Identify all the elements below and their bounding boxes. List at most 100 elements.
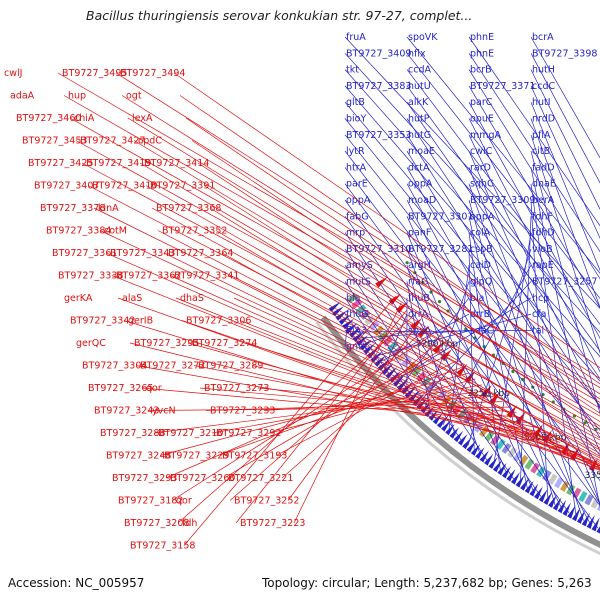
forward-gene-label: spoVK [408, 32, 438, 43]
forward-gene-arrow [359, 339, 372, 351]
label-leader-line [530, 69, 600, 210]
forward-gene-label: BT9727_3371 [470, 81, 535, 92]
label-leader-line [197, 162, 600, 427]
reverse-gene-label: BT9727_3364 [168, 248, 233, 259]
forward-gene-arrow [576, 510, 586, 524]
reverse-gene-label: BT9727_3304 [82, 361, 147, 372]
label-leader-line [171, 335, 431, 501]
label-leader-line [173, 72, 600, 369]
forward-gene-arrow [515, 474, 525, 488]
annotation-block [355, 304, 367, 315]
reverse-gene-label: BT9727_3182 [118, 496, 183, 507]
annotation-block [566, 484, 576, 496]
forward-gene-arrow [586, 514, 595, 529]
label-leader-line [135, 365, 553, 439]
forward-gene-label: pflA [532, 130, 551, 141]
label-leader-line [424, 281, 470, 409]
label-leader-line [530, 85, 600, 239]
label-leader-line [159, 372, 469, 456]
label-leader-line [141, 387, 531, 424]
label-leader-line [235, 309, 408, 524]
reverse-gene-label: BT9727_3494 [120, 68, 185, 79]
annotation-block [554, 477, 564, 489]
label-leader-line [221, 252, 600, 463]
forward-gene-label: fadD [532, 162, 555, 173]
label-leader-line [229, 329, 425, 501]
forward-gene-label: alkK [408, 97, 429, 108]
forward-gene-label: vioB [532, 244, 553, 255]
forward-gene-label: hflx [408, 48, 426, 59]
tick-dot [446, 309, 450, 313]
reverse-gene-label: BT9727_3272 [140, 361, 205, 372]
genome-backbone [320, 315, 600, 548]
forward-gene-arrow [529, 483, 539, 497]
reverse-gene-label: BT9727_3158 [130, 541, 195, 552]
forward-gene-arrow [557, 499, 567, 514]
label-leader-line [373, 313, 532, 358]
forward-gene-arrow [466, 440, 476, 453]
forward-gene-arrow [416, 399, 427, 410]
forward-gene-label: hcp [532, 293, 549, 304]
annotation-block [524, 458, 535, 470]
label-leader-line [530, 199, 549, 501]
label-leader-line [123, 320, 599, 466]
reverse-gene-label: BT9727_3265 [88, 383, 153, 394]
forward-gene-label: citB [532, 146, 550, 157]
forward-gene-arrow [488, 456, 498, 469]
reverse-gene-label: BT9727_3391 [150, 181, 215, 192]
forward-gene-label: phnE [470, 48, 494, 59]
tick-dot [421, 280, 425, 285]
reverse-gene-label: BT9727_3495 [62, 68, 127, 79]
label-leader-line [147, 406, 510, 411]
forward-gene-arrow [492, 459, 503, 473]
tick-dot [583, 421, 587, 425]
label-leader-line [406, 216, 535, 493]
forward-gene-label: cspB [470, 244, 493, 255]
tick-ring [405, 261, 598, 431]
ruler-label: 3350 kbp [585, 471, 600, 481]
label-leader-line [153, 390, 489, 434]
forward-gene-label: phnE [470, 32, 494, 43]
reverse-gene-label: qor [176, 496, 192, 507]
label-leader-line [468, 183, 584, 521]
label-leader-line [287, 322, 419, 501]
reverse-gene-label: hup [68, 91, 86, 102]
label-leader-line [344, 118, 600, 431]
forward-gene-label: glpQ [470, 277, 492, 288]
forward-gene-arrow [483, 453, 494, 466]
label-leader-line [191, 140, 600, 414]
label-leader-line [181, 320, 591, 462]
label-leader-line [530, 102, 600, 272]
forward-gene-label: hutU [408, 81, 431, 92]
forward-gene-label: fdhD [532, 228, 555, 239]
reverse-gene-arrow [440, 349, 452, 362]
reverse-gene-label: BT9727_3273 [204, 383, 269, 394]
forward-gene-label: BT9727_3310 [346, 244, 411, 255]
forward-gene-label: hutI [532, 97, 551, 108]
forward-gene-label: mmgA [470, 130, 502, 141]
label-leader-line [468, 167, 600, 505]
label-leader-line [203, 185, 600, 439]
reverse-gene-label: chiA [74, 113, 95, 124]
reverse-gene-label: BT9727_3193 [222, 451, 287, 462]
label-leader-line [530, 36, 600, 159]
label-leader-line [467, 248, 532, 446]
forward-gene-label: ccdC [532, 81, 555, 92]
label-leader-line [185, 117, 600, 400]
label-leader-line [468, 102, 600, 339]
forward-gene-label: bla [346, 293, 361, 304]
label-leader-line [344, 150, 600, 482]
label-leader-line [75, 140, 600, 430]
label-leader-line [344, 199, 570, 514]
label-leader-line [165, 354, 450, 479]
reverse-gene-label: qor [146, 383, 162, 394]
label-leader-line [117, 297, 600, 470]
forward-gene-label: colA [470, 228, 491, 239]
label-leader-line [530, 118, 600, 309]
label-leader-line [468, 118, 600, 373]
reverse-gene-arrow [395, 301, 408, 314]
forward-gene-arrow [520, 477, 530, 491]
reverse-gene-label: BT9727_3460 [16, 113, 81, 124]
label-leader-line [344, 134, 600, 456]
forward-gene-arrow [449, 427, 459, 439]
